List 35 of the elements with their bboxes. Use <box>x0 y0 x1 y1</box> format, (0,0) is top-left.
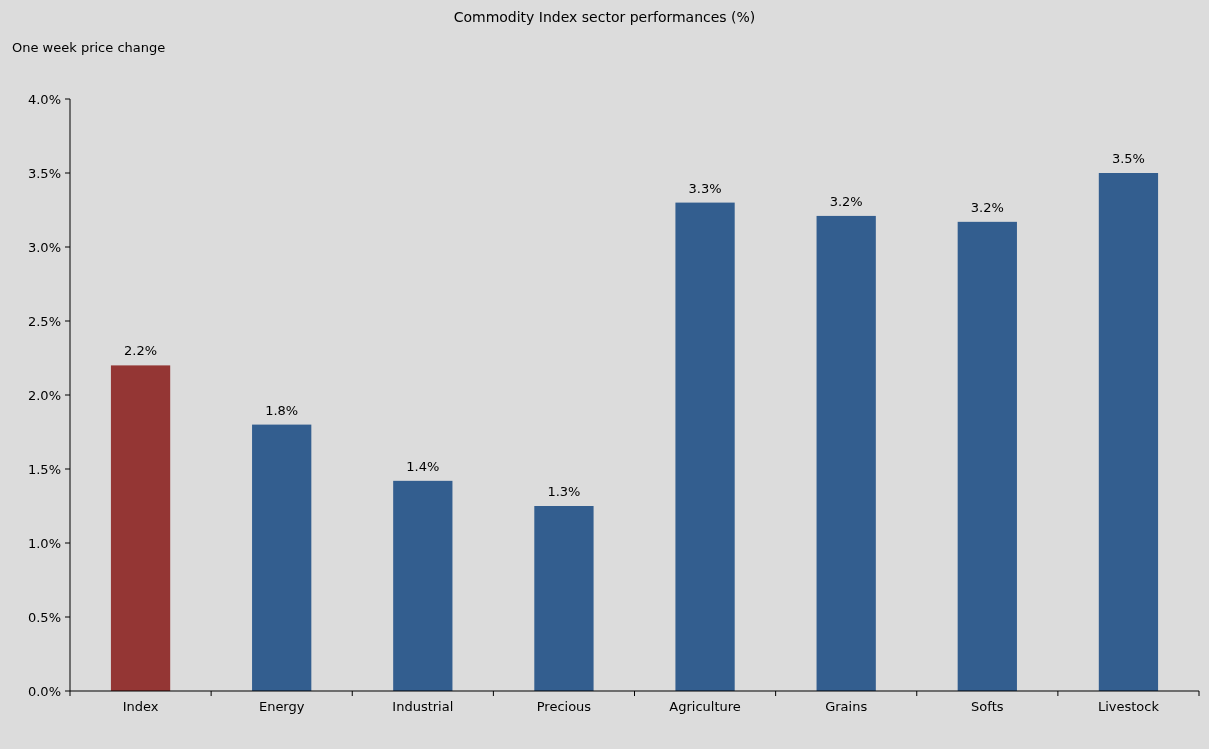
y-tick-label: 4.0% <box>27 91 61 107</box>
data-label: 3.3% <box>688 180 722 196</box>
x-tick-label: Agriculture <box>669 699 741 714</box>
y-tick-label: 0.0% <box>27 683 61 699</box>
chart-title: Commodity Index sector performances (%) <box>453 9 756 25</box>
y-tick-label: 2.0% <box>27 387 61 403</box>
y-axis-title: One week price change <box>12 40 166 55</box>
x-tick-label: Livestock <box>1097 699 1160 714</box>
y-tick-label: 2.5% <box>27 313 61 329</box>
x-tick-label: Index <box>122 699 159 714</box>
data-label: 2.2% <box>124 343 158 359</box>
data-label: 3.2% <box>970 199 1004 215</box>
y-tick-label: 3.0% <box>27 239 61 255</box>
bar <box>1098 173 1159 691</box>
y-tick-label: 3.5% <box>27 165 61 181</box>
y-tick-label: 1.5% <box>27 461 61 477</box>
bar <box>393 480 453 691</box>
bar <box>534 506 594 691</box>
bar <box>675 202 735 691</box>
bar <box>957 221 1017 691</box>
bar <box>252 424 312 691</box>
data-label: 3.5% <box>1111 151 1145 166</box>
data-label: 1.8% <box>265 402 299 418</box>
y-tick-label: 0.5% <box>27 609 61 625</box>
x-tick-label: Industrial <box>392 699 454 714</box>
x-tick-label: Energy <box>258 699 305 714</box>
data-label: 3.2% <box>829 193 863 209</box>
x-tick-label: Softs <box>971 699 1004 714</box>
bar <box>110 365 171 691</box>
x-tick-label: Precious <box>536 699 592 714</box>
x-tick-label: Grains <box>825 699 868 714</box>
data-label: 1.4% <box>406 458 440 474</box>
y-tick-label: 1.0% <box>27 535 61 551</box>
bar <box>816 215 876 691</box>
data-label: 1.3% <box>547 484 581 499</box>
